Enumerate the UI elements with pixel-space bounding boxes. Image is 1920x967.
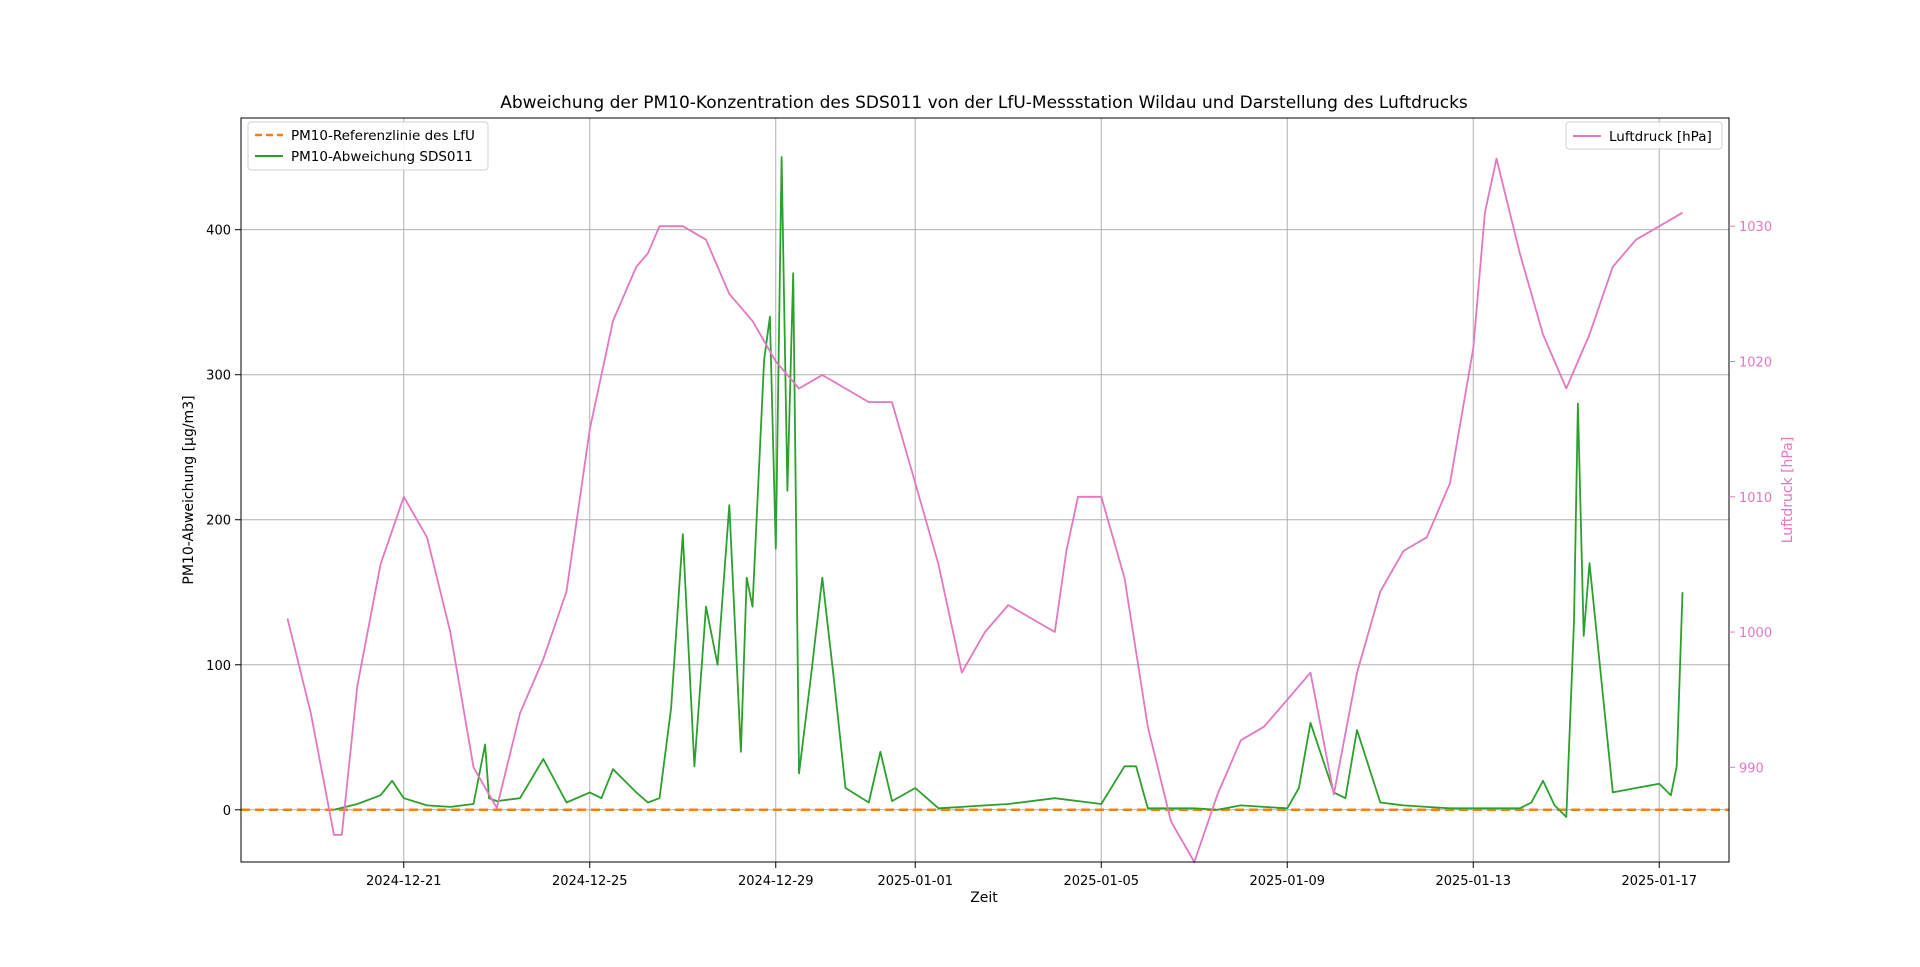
x-tick-label-4: 2025-01-05 [1063,874,1139,889]
x-axis-label: Zeit [970,890,998,906]
legend-left-box [247,121,489,171]
legend-entry-pressure: Luftdruck [hPa] [1609,129,1712,145]
x-tick-label-5: 2025-01-09 [1249,874,1325,889]
y2-tick-label-0: 990 [1739,761,1764,776]
y2-tick-label-1: 1000 [1739,626,1772,641]
plot-frame [240,117,1730,863]
y-tick-label-3: 300 [206,369,231,384]
y-tick-label-1: 100 [206,659,231,674]
y2-tick-label-4: 1030 [1739,220,1772,235]
x-tick-label-1: 2024-12-25 [552,874,628,889]
y2-axis-label: Luftdruck [hPa] [1780,437,1796,544]
y-tick-label-2: 200 [206,514,231,529]
legend-entry-reference: PM10-Referenzlinie des LfU [291,128,475,144]
legend-left: PM10-Referenzlinie des LfU PM10-Abweichu… [247,121,489,171]
x-tick-label-0: 2024-12-21 [366,874,442,889]
y2-tick-label-2: 1010 [1739,491,1772,506]
x-tick-label-3: 2025-01-01 [877,874,953,889]
plot-area [241,156,1729,863]
y2-tick-label-3: 1020 [1739,355,1772,370]
y-tick-label-4: 400 [206,224,231,239]
grid [241,118,1729,862]
x-tick-label-6: 2025-01-13 [1435,874,1511,889]
x-tick-label-7: 2025-01-17 [1621,874,1697,889]
series-line-pressure [286,157,1683,863]
series-line-deviation [333,156,1684,818]
chart-title: Abweichung der PM10-Konzentration des SD… [500,93,1468,113]
legend-entry-deviation: PM10-Abweichung SDS011 [291,149,473,165]
x-tick-label-2: 2024-12-29 [738,874,814,889]
y-tick-label-0: 0 [223,804,231,819]
axes: 2024-12-21 2024-12-25 2024-12-29 2025-01-01… [206,220,1772,889]
legend-right: Luftdruck [hPa] [1565,121,1723,150]
legend-right-box [1565,121,1723,150]
y-axis-label: PM10-Abweichung [µg/m3] [181,395,197,584]
